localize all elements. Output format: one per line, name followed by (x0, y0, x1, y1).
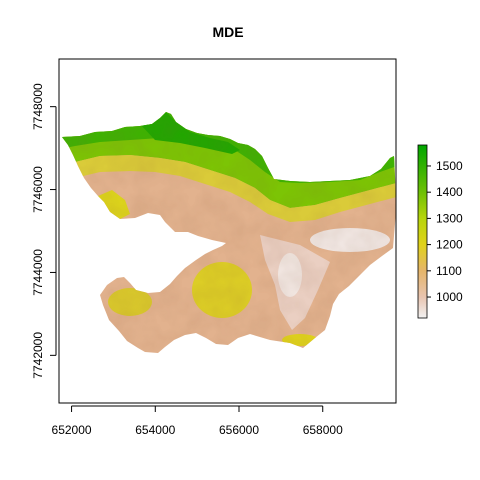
legend-tick-label: 1400 (436, 185, 463, 199)
x-tick-label: 658000 (303, 423, 343, 437)
x-tick-label: 652000 (52, 423, 92, 437)
legend-tick-label: 1100 (436, 264, 462, 278)
x-tick-label: 654000 (135, 423, 175, 437)
legend-tick-label: 1000 (436, 290, 463, 304)
y-tick-label: 7744000 (31, 249, 45, 296)
raster-clipped (62, 112, 396, 353)
legend-tick-label: 1500 (436, 159, 463, 173)
x-tick-label: 656000 (219, 423, 259, 437)
y-tick-label: 7742000 (31, 332, 45, 379)
plot-frame (58, 58, 397, 404)
legend-tick-label: 1200 (436, 238, 463, 252)
y-tick-label: 7748000 (31, 83, 45, 130)
x-axis: 652000 654000 656000 658000 (52, 405, 343, 437)
chart-title: MDE (212, 24, 243, 40)
elevation-raster (62, 112, 396, 353)
y-tick-label: 7746000 (31, 166, 45, 213)
y-axis: 7742000 7744000 7746000 7748000 (31, 83, 57, 379)
color-legend: 1000 1100 1200 1300 1400 1500 (417, 144, 463, 319)
raster-texture (62, 112, 396, 353)
legend-tick-label: 1300 (436, 211, 463, 225)
legend-bar (417, 144, 428, 319)
